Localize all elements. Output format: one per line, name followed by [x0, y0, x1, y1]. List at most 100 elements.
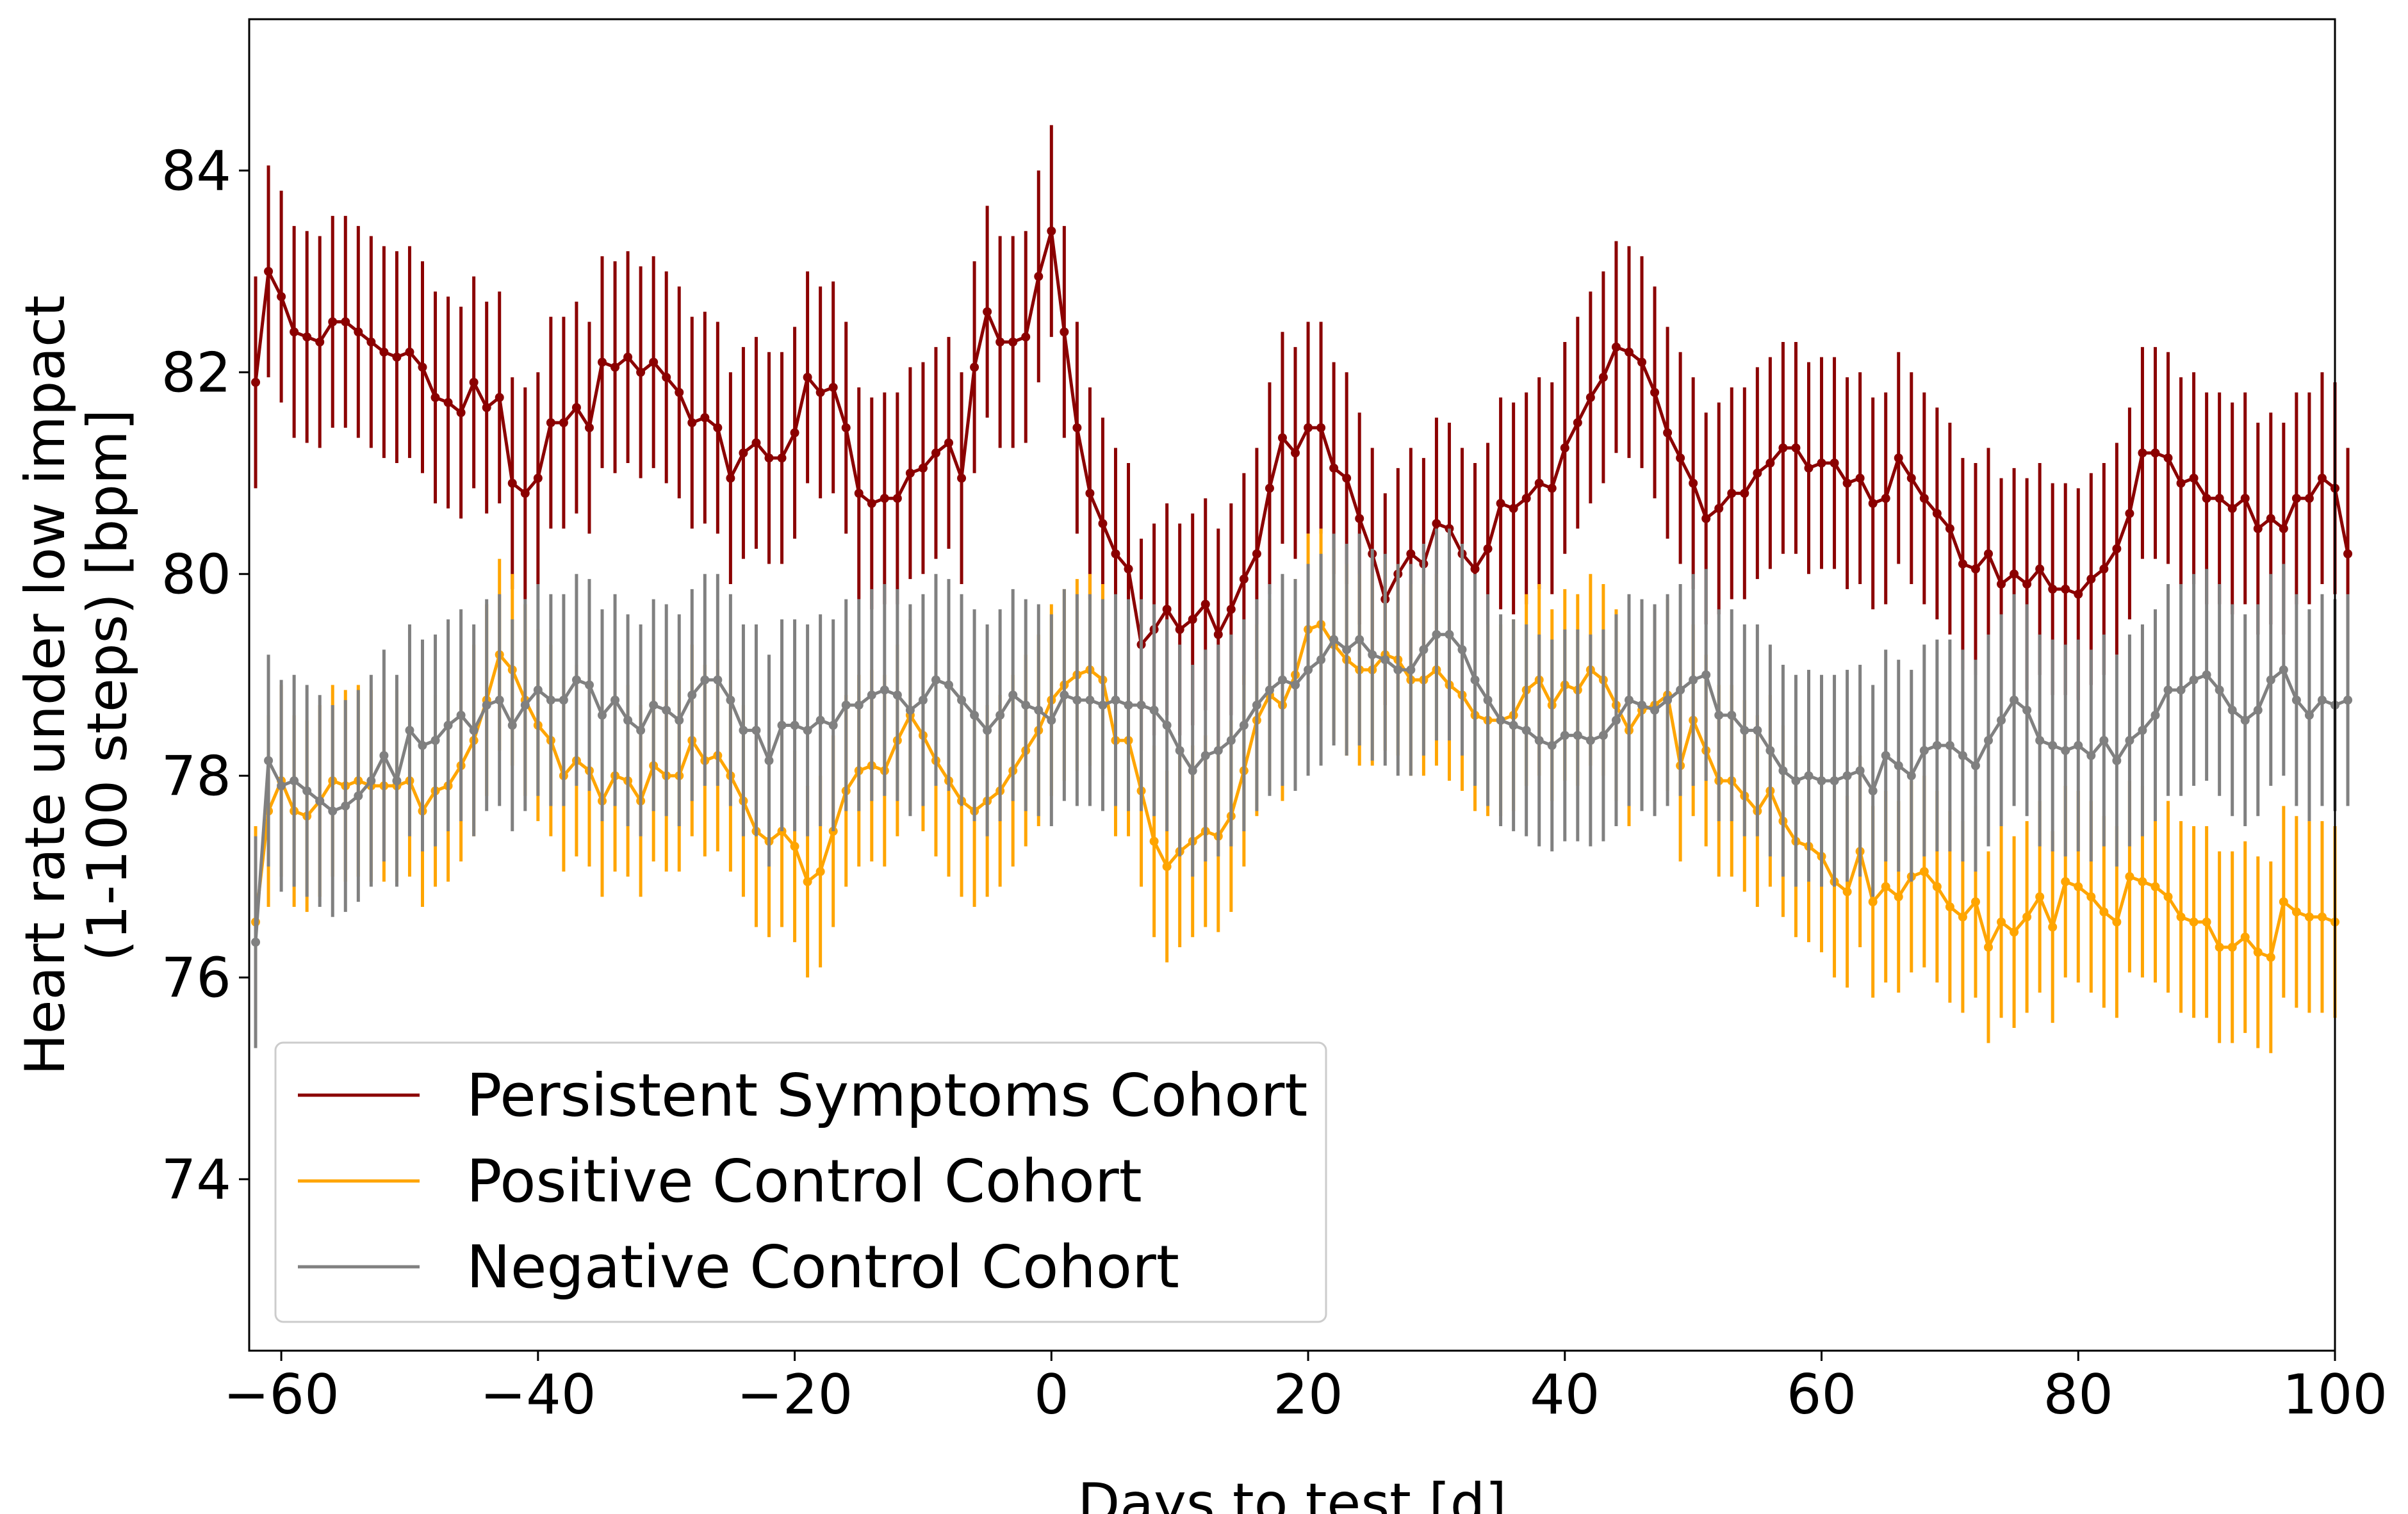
y-axis-title-line-2: (1-100 steps) [bpm] — [76, 409, 140, 962]
data-point — [2240, 932, 2250, 942]
data-point — [1060, 327, 1069, 337]
data-point — [1573, 731, 1582, 740]
data-point — [2291, 907, 2301, 916]
data-point — [1252, 701, 1261, 710]
data-point — [1200, 599, 1210, 609]
data-point — [456, 710, 466, 720]
data-point — [328, 317, 338, 327]
data-point — [1765, 459, 1775, 468]
data-point — [1701, 514, 1711, 523]
data-point — [2304, 710, 2314, 720]
data-point — [1380, 655, 1390, 665]
data-point — [2253, 705, 2263, 715]
data-point — [2317, 473, 2327, 483]
data-point — [1316, 655, 1326, 665]
data-point — [2202, 670, 2211, 680]
data-point — [1830, 459, 1839, 468]
x-tick-label: −20 — [737, 1363, 853, 1427]
data-point — [892, 494, 902, 503]
data-point — [687, 418, 697, 427]
data-point — [790, 842, 799, 851]
data-point — [418, 362, 427, 372]
data-point — [1496, 715, 1505, 725]
data-point — [584, 680, 594, 690]
data-point — [957, 696, 967, 705]
data-point — [2074, 741, 2083, 750]
data-point — [559, 418, 568, 427]
data-point — [251, 938, 261, 947]
data-point — [2279, 897, 2288, 907]
data-point — [1611, 342, 1621, 352]
data-point — [1585, 736, 1595, 745]
data-point — [636, 726, 646, 735]
data-point — [1689, 675, 1698, 685]
data-point — [623, 715, 633, 725]
data-point — [2253, 524, 2263, 533]
data-point — [1855, 766, 1865, 776]
data-point — [2099, 564, 2109, 574]
data-point — [354, 791, 363, 801]
data-point — [430, 736, 440, 745]
data-point — [1008, 338, 1018, 346]
x-tick-label: 60 — [1787, 1363, 1856, 1427]
data-point — [315, 796, 325, 806]
data-point — [2176, 478, 2186, 488]
data-point — [1573, 418, 1582, 427]
data-point — [2253, 947, 2263, 957]
data-point — [1072, 423, 1082, 432]
data-point — [1072, 696, 1082, 705]
data-point — [1894, 453, 1903, 463]
data-point — [815, 387, 825, 397]
data-point — [2112, 917, 2122, 927]
data-point — [598, 710, 607, 720]
y-axis: 74 76 78 80 82 84 — [161, 139, 249, 1212]
data-point — [2022, 580, 2032, 589]
data-point — [443, 398, 453, 407]
data-point — [970, 362, 979, 372]
data-point — [2112, 756, 2122, 765]
data-point — [1842, 771, 1852, 781]
data-point — [751, 438, 761, 448]
data-point — [1701, 670, 1711, 680]
data-point — [1817, 776, 1826, 786]
data-point — [1624, 347, 1634, 357]
legend-label: Negative Control Cohort — [466, 1233, 1179, 1301]
data-point — [1804, 463, 1814, 473]
legend-label: Positive Control Cohort — [466, 1147, 1142, 1216]
data-point — [1650, 705, 1660, 715]
data-point — [983, 307, 992, 316]
data-point — [2279, 665, 2288, 674]
data-point — [2266, 514, 2275, 523]
data-point — [2074, 589, 2083, 599]
data-point — [2086, 751, 2096, 760]
data-point — [2163, 892, 2173, 902]
data-point — [418, 741, 427, 750]
data-point — [1085, 696, 1095, 705]
data-point — [571, 675, 581, 685]
data-point — [1753, 468, 1762, 478]
data-point — [2061, 745, 2070, 755]
data-point — [1560, 443, 1569, 453]
data-point — [1162, 862, 1172, 871]
data-point — [675, 715, 684, 725]
data-point — [443, 720, 453, 730]
data-point — [2176, 685, 2186, 695]
data-point — [469, 726, 479, 735]
data-point — [2227, 503, 2237, 513]
data-point — [2074, 882, 2083, 891]
data-point — [571, 403, 581, 412]
data-point — [379, 751, 389, 760]
data-point — [636, 368, 646, 377]
data-point — [1188, 766, 1197, 776]
data-point — [2176, 912, 2186, 922]
data-point — [1368, 650, 1377, 660]
data-point — [1098, 701, 1108, 710]
data-point — [456, 408, 466, 418]
data-point — [1791, 776, 1801, 786]
data-point — [1547, 484, 1557, 493]
data-point — [1200, 751, 1210, 760]
x-tick-label: 40 — [1530, 1363, 1600, 1427]
data-point — [1881, 882, 1890, 891]
data-point — [1932, 741, 1942, 750]
data-point — [2086, 574, 2096, 584]
